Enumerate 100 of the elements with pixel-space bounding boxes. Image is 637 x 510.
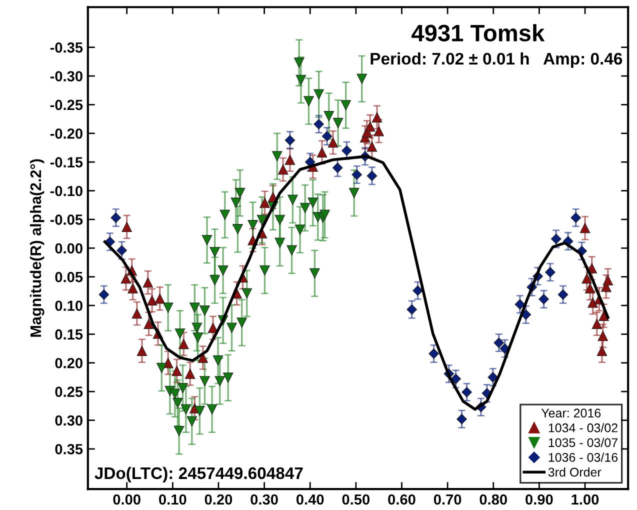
point [598,310,609,321]
point [256,214,268,226]
point [174,426,184,436]
point [558,289,568,300]
point [218,265,228,276]
point [308,198,318,208]
x-tick-label: 0.10 [159,494,186,505]
point [286,245,297,256]
point [122,222,132,232]
point [260,265,270,276]
point [226,322,237,334]
point [310,268,320,278]
y-tick-label: 0.30 [55,415,82,426]
point [545,267,556,278]
point [110,212,122,223]
y-tick-label: -0.35 [50,42,83,53]
point [428,348,440,359]
point [142,277,154,288]
point [372,112,382,122]
legend-label: 1036 - 03/16 [548,452,618,462]
point [154,293,165,304]
point [192,332,204,343]
y-tick-label: -0.30 [50,71,82,82]
y-tick-label: -0.15 [50,157,83,168]
point [194,406,205,416]
point [132,308,142,319]
legend-label: 1034 - 03/02 [548,423,618,432]
point [178,382,188,394]
point [98,289,110,300]
point [294,58,304,68]
y-tick-label: 0.00 [55,243,82,254]
point [284,135,296,146]
y-tick-label: -0.25 [50,100,83,110]
y-tick-label: -0.10 [50,186,82,196]
point [406,304,418,315]
point [300,202,310,214]
point [348,188,360,198]
point [316,147,328,158]
point [156,362,167,374]
point [234,188,246,198]
text: 4931 Tomsk [412,24,545,42]
point [322,131,332,142]
point [178,338,189,350]
point [602,275,614,286]
y-tick-label: 0.05 [55,272,83,282]
point [212,355,224,366]
y-tick-label: -0.20 [50,128,82,139]
point [320,210,330,220]
point [296,74,306,86]
point [190,302,200,313]
point [230,198,242,208]
y-tick-label: 0.10 [55,300,82,311]
legend-label: 1035 - 03/07 [548,438,618,448]
point [170,388,180,399]
point [412,285,423,296]
point [220,210,230,220]
point [588,297,598,308]
x-tick-label: 1.00 [572,494,599,505]
point [324,111,334,122]
point [592,318,602,329]
point [222,372,234,383]
point [236,318,247,328]
point [580,222,590,234]
point [596,346,608,356]
point [274,214,286,226]
point [314,118,324,130]
point [494,338,504,348]
point [314,89,324,100]
point [200,376,210,386]
point [328,137,338,148]
point [366,141,378,152]
y-tick-label: 0.25 [55,386,83,397]
x-tick-label: 0.60 [388,494,416,505]
point [120,273,132,284]
y-tick-label: 0.20 [55,358,82,368]
point [128,283,138,294]
point [550,234,562,244]
point [284,154,296,165]
point [374,126,384,136]
point [340,100,351,110]
point [352,169,362,180]
point [366,170,378,182]
y-tick-label: -0.05 [50,214,83,225]
point [332,162,343,173]
y-tick-label: 0.15 [55,329,83,340]
point [450,374,462,384]
point [248,220,258,230]
point [598,330,608,342]
point [364,121,376,132]
point [206,404,218,414]
point [184,368,196,379]
point [260,198,270,208]
legend-label: 3rd Order [548,467,602,477]
point [294,224,306,235]
point [342,145,352,156]
point [232,224,243,234]
x-tick-label: 0.80 [480,494,507,505]
point [192,322,202,334]
point [272,151,282,162]
point [570,212,582,223]
